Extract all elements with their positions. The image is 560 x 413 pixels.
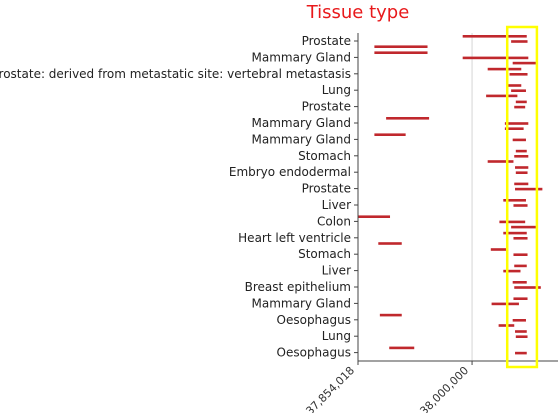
bar-segment xyxy=(386,117,429,120)
bar-segment xyxy=(503,270,520,273)
category-label: Liver xyxy=(322,198,352,212)
bar-segments xyxy=(358,35,542,354)
bar-segment xyxy=(389,347,414,350)
bar-segment xyxy=(511,40,527,43)
bar-segment xyxy=(513,319,526,322)
bar-segment xyxy=(486,95,517,98)
category-label: Prostate xyxy=(302,100,351,114)
category-label: Mammary Gland xyxy=(252,296,352,310)
bar-segment xyxy=(515,166,528,169)
category-label: Liver xyxy=(322,264,352,278)
bar-segment xyxy=(516,101,527,104)
category-label: Stomach xyxy=(298,149,351,163)
category-label: Colon xyxy=(317,214,351,228)
bar-segment xyxy=(463,35,527,38)
x-tick-label: 38,000,000 xyxy=(417,364,471,413)
bar-segment xyxy=(515,188,542,191)
x-tick-label: 37,854,018 xyxy=(303,364,357,413)
bar-segment xyxy=(488,160,514,163)
bar-segment xyxy=(358,215,390,218)
category-label: Prostate xyxy=(302,182,351,196)
bar-segment xyxy=(492,303,519,306)
bar-segment xyxy=(507,84,521,87)
category-label: Breast epithelium xyxy=(245,280,351,294)
category-label: Stomach xyxy=(298,247,351,261)
category-label: Embryo endodermal xyxy=(229,165,351,179)
bar-segment xyxy=(510,73,528,76)
category-label: Lung xyxy=(322,83,351,97)
bar-segment xyxy=(513,237,527,240)
category-label: Mammary Gland xyxy=(252,50,352,64)
bar-segment xyxy=(499,221,525,224)
bar-segment xyxy=(514,155,528,158)
chart-title: Tissue type xyxy=(306,2,410,23)
category-label: Prostate xyxy=(302,34,351,48)
bar-segment xyxy=(516,171,528,174)
bar-segment xyxy=(378,242,401,245)
bar-segment xyxy=(374,133,405,136)
bar-segment xyxy=(514,265,527,268)
highlight-rectangle xyxy=(507,27,537,367)
y-axis-labels: Prostate Mammary Gland Prostate: derived f… xyxy=(0,34,351,360)
bar-segment xyxy=(514,106,525,109)
category-label: Lung xyxy=(322,329,351,343)
bar-segment xyxy=(513,139,526,142)
bar-segment xyxy=(374,51,427,54)
bar-segment xyxy=(515,352,527,355)
bar-segment xyxy=(514,183,528,186)
bar-segment xyxy=(516,335,528,338)
bar-segment xyxy=(513,62,537,65)
bar-segment xyxy=(511,89,526,92)
bar-segment xyxy=(380,314,402,317)
category-label: Oesophagus xyxy=(277,313,351,327)
category-label: Prostate: derived from metastatic site: … xyxy=(0,67,351,81)
highlight-box xyxy=(507,27,537,367)
bar-segment xyxy=(491,248,507,251)
bar-segment xyxy=(515,330,527,333)
bar-segment xyxy=(513,253,527,256)
bar-segment xyxy=(463,57,529,60)
category-label: Mammary Gland xyxy=(252,132,352,146)
category-label: Heart left ventricle xyxy=(238,231,351,245)
bar-segment xyxy=(511,226,538,229)
bar-segment xyxy=(513,281,527,284)
bar-segment xyxy=(513,204,527,207)
bar-segment xyxy=(374,45,427,48)
bar-segment xyxy=(488,68,522,71)
category-label: Mammary Gland xyxy=(252,116,352,130)
bar-segment xyxy=(516,150,527,153)
category-label: Oesophagus xyxy=(277,346,351,360)
bar-segment xyxy=(513,297,527,300)
